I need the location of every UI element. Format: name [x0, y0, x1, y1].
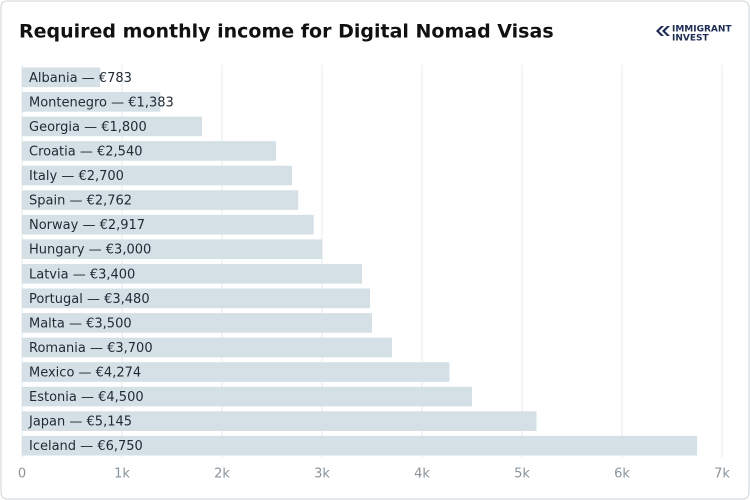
- bar: [22, 435, 697, 456]
- category-label: Hungary — €3,000: [29, 243, 151, 258]
- category-label: Georgia — €1,800: [29, 120, 147, 135]
- category-label: Croatia — €2,540: [29, 144, 142, 159]
- logo-text: INVEST: [672, 34, 709, 44]
- logo-text: IMMIGRANT: [672, 25, 732, 35]
- x-tick-label: 5k: [514, 467, 530, 482]
- bar: [22, 337, 392, 358]
- category-label: Albania — €783: [29, 71, 132, 86]
- logo-icon: [656, 26, 670, 36]
- category-label: Romania — €3,700: [29, 341, 153, 356]
- category-label: Spain — €2,762: [29, 194, 132, 209]
- x-tick-label: 6k: [614, 467, 630, 482]
- bar: [22, 141, 276, 161]
- category-label: Italy — €2,700: [29, 169, 124, 184]
- bar: [22, 214, 314, 235]
- x-tick-label: 4k: [414, 467, 430, 482]
- bar: [22, 190, 299, 210]
- x-tick-label: 3k: [314, 467, 330, 482]
- bar: [22, 313, 372, 333]
- category-label: Malta — €3,500: [29, 316, 132, 331]
- bar: [22, 386, 472, 407]
- bar: [22, 165, 292, 186]
- category-label: Japan — €5,145: [28, 415, 132, 430]
- bar: [22, 67, 101, 88]
- category-label: Mexico — €4,274: [29, 366, 141, 381]
- category-label: Montenegro — €1,383: [29, 95, 174, 110]
- category-label: Portugal — €3,480: [29, 292, 150, 307]
- x-tick-label: 2k: [214, 467, 230, 482]
- category-label: Iceland — €6,750: [29, 439, 143, 454]
- logo: IMMIGRANT INVEST: [656, 25, 732, 44]
- bar: [22, 116, 202, 137]
- category-label: Estonia — €4,500: [29, 390, 144, 405]
- bar: [22, 239, 322, 260]
- bar: [22, 362, 450, 382]
- bar: [22, 411, 537, 431]
- chart-title: Required monthly income for Digital Noma…: [19, 21, 554, 43]
- bar: [22, 263, 362, 284]
- category-label: Latvia — €3,400: [29, 267, 135, 282]
- x-tick-label: 1k: [114, 467, 130, 482]
- bar: [22, 288, 370, 309]
- x-tick-label: 7k: [714, 467, 730, 482]
- category-label: Norway — €2,917: [29, 218, 145, 233]
- bar: [22, 92, 161, 112]
- x-tick-label: 0: [18, 467, 26, 482]
